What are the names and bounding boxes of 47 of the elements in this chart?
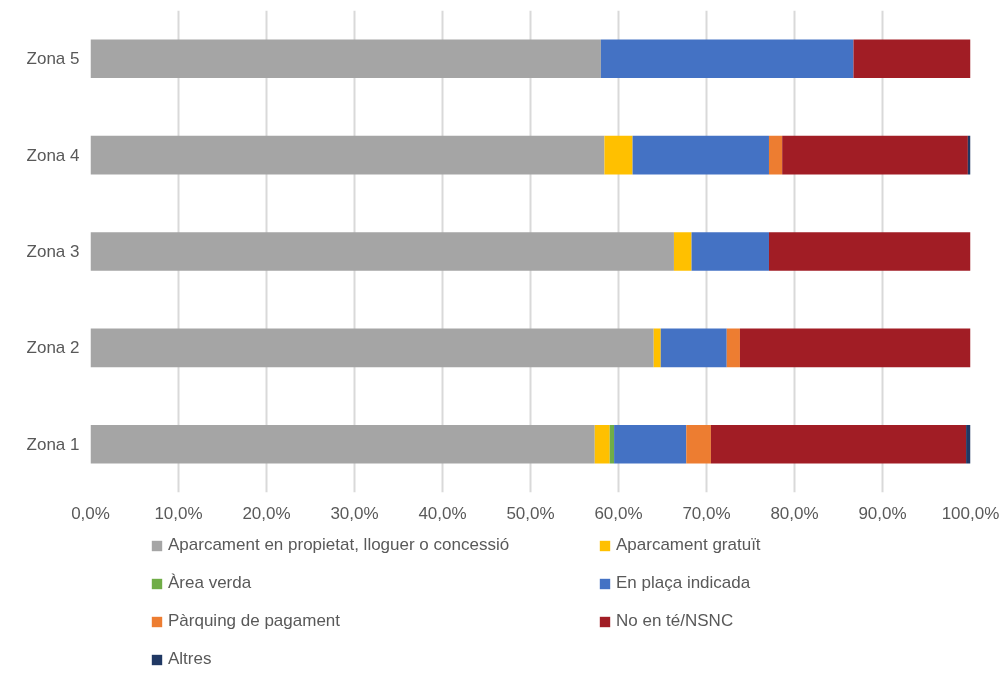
- bar: [660, 328, 727, 368]
- bar: [691, 232, 769, 271]
- bar: [609, 425, 615, 464]
- bar: [726, 328, 740, 368]
- bar: [90, 328, 654, 368]
- legend-label: Aparcament gratuït: [616, 535, 762, 555]
- x-tick-label: 80,0%: [770, 503, 819, 523]
- x-tick-label: 10,0%: [154, 503, 203, 523]
- y-tick-label: Zona 3: [26, 242, 80, 261]
- x-tick-label: 30,0%: [330, 503, 379, 523]
- bar: [604, 135, 633, 175]
- bar: [632, 135, 769, 175]
- x-tick-label: 50,0%: [506, 503, 555, 523]
- y-tick-label: Zona 2: [26, 338, 80, 358]
- bar: [853, 39, 971, 78]
- bar: [653, 328, 661, 368]
- x-tick-label: 20,0%: [242, 503, 291, 523]
- legend-label: Altres: [168, 649, 213, 669]
- x-tick-label: 100,0%: [941, 503, 1000, 523]
- bar: [768, 232, 971, 271]
- bar: [710, 425, 967, 464]
- legend-label: Àrea verda: [168, 573, 253, 593]
- y-tick-label: Zona 5: [26, 49, 80, 69]
- legend-label: En plaça indicada: [616, 573, 752, 593]
- bar: [614, 425, 687, 464]
- bar: [739, 328, 971, 368]
- x-tick-label: 90,0%: [858, 503, 907, 523]
- bar: [686, 425, 711, 464]
- x-tick-label: 70,0%: [682, 503, 731, 523]
- x-tick-label: 40,0%: [418, 503, 467, 523]
- bar: [673, 232, 692, 271]
- bar: [594, 425, 610, 464]
- legend-label: No en té/NSNC: [616, 611, 735, 631]
- bar: [782, 135, 968, 175]
- bar: [90, 232, 674, 271]
- x-tick-label: 60,0%: [594, 503, 643, 523]
- x-tick-label: 0,0%: [71, 503, 110, 523]
- bar: [966, 425, 971, 464]
- bar: [600, 39, 854, 78]
- y-tick-label: Zona 1: [26, 434, 80, 454]
- bar: [90, 39, 601, 78]
- legend-label: Pàrquing de pagament: [168, 611, 342, 631]
- bar: [90, 425, 595, 464]
- y-tick-label: Zona 4: [26, 145, 80, 165]
- legend-label: Aparcament en propietat, lloguer o concessió: [168, 535, 511, 555]
- bar: [768, 135, 783, 175]
- bar: [90, 135, 605, 175]
